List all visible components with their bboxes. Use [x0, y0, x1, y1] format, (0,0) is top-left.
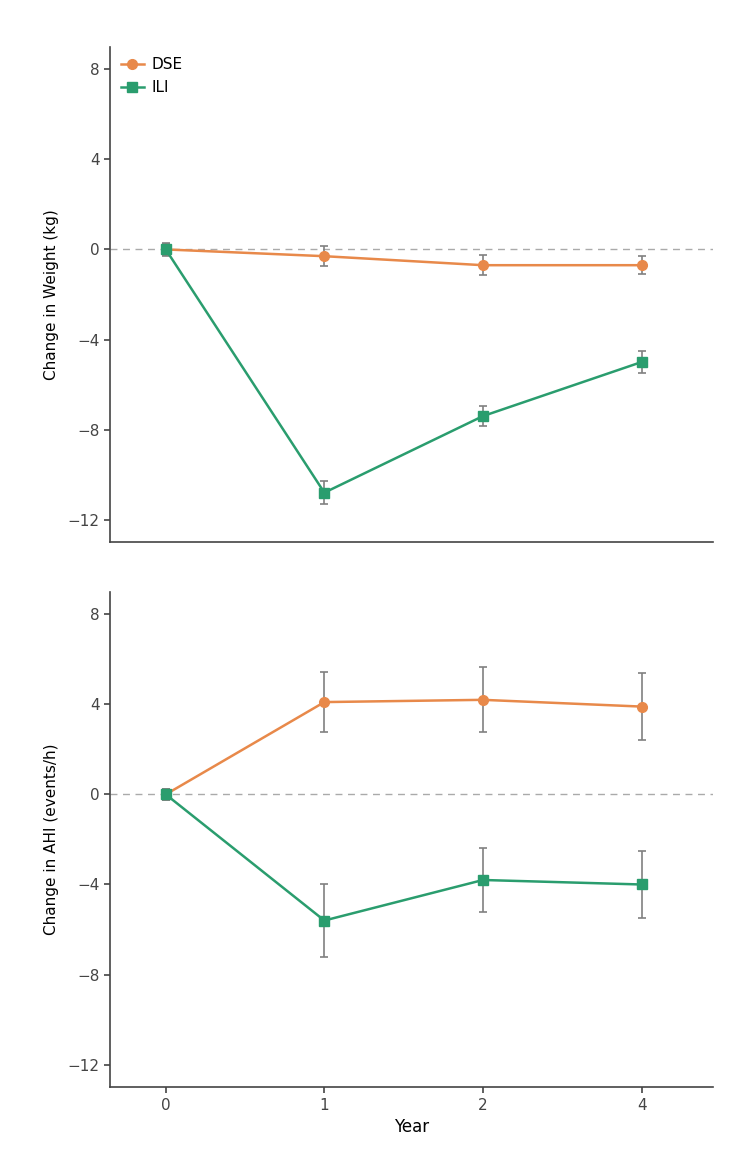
- Legend: DSE, ILI: DSE, ILI: [115, 51, 189, 102]
- X-axis label: Year: Year: [394, 1118, 429, 1136]
- Y-axis label: Change in Weight (kg): Change in Weight (kg): [45, 209, 60, 380]
- Y-axis label: Change in AHI (events/h): Change in AHI (events/h): [45, 743, 60, 935]
